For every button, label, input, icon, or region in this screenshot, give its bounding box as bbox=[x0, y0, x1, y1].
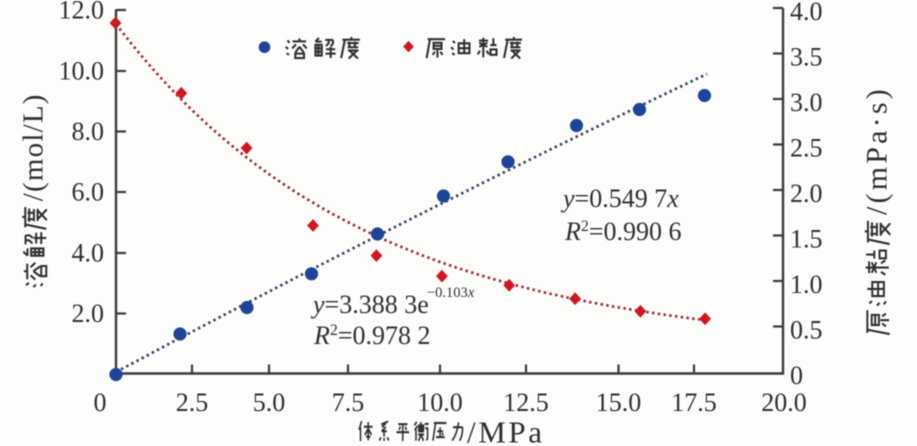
svg-text:3.5: 3.5 bbox=[790, 43, 823, 72]
svg-text:12.0: 12.0 bbox=[59, 0, 105, 25]
svg-text:4.0: 4.0 bbox=[790, 0, 823, 26]
svg-text:17.5: 17.5 bbox=[671, 388, 717, 417]
svg-text:12.5: 12.5 bbox=[503, 388, 549, 417]
svg-text:R2=0.978 2: R2=0.978 2 bbox=[313, 321, 431, 350]
svg-text:/(mPa·s): /(mPa·s) bbox=[861, 86, 894, 215]
svg-text:2.5: 2.5 bbox=[176, 388, 209, 417]
svg-text:−0.103x: −0.103x bbox=[427, 285, 475, 301]
svg-text:3.0: 3.0 bbox=[790, 88, 823, 117]
svg-text:1.5: 1.5 bbox=[790, 225, 823, 254]
svg-text:0: 0 bbox=[790, 361, 803, 390]
svg-text:8.0: 8.0 bbox=[72, 117, 105, 146]
svg-text:7.5: 7.5 bbox=[332, 388, 365, 417]
svg-text:5.0: 5.0 bbox=[253, 388, 286, 417]
svg-text:15.0: 15.0 bbox=[596, 388, 642, 417]
svg-text:2.0: 2.0 bbox=[72, 299, 105, 328]
svg-text:y=0.549 7x: y=0.549 7x bbox=[560, 184, 679, 213]
svg-text:1.0: 1.0 bbox=[790, 270, 823, 299]
svg-text:y=3.388 3e: y=3.388 3e bbox=[310, 290, 429, 319]
svg-text:/(mol/L): /(mol/L) bbox=[18, 93, 50, 201]
svg-text:20.0: 20.0 bbox=[761, 388, 807, 417]
svg-text:10.0: 10.0 bbox=[417, 388, 463, 417]
svg-text:/MPa: /MPa bbox=[467, 414, 545, 446]
svg-text:2.0: 2.0 bbox=[790, 179, 823, 208]
svg-text:4.0: 4.0 bbox=[72, 239, 105, 268]
svg-text:10.0: 10.0 bbox=[59, 57, 105, 86]
svg-text:6.0: 6.0 bbox=[72, 178, 105, 207]
svg-text:R2=0.990 6: R2=0.990 6 bbox=[564, 217, 682, 246]
svg-text:0: 0 bbox=[94, 388, 107, 417]
svg-text:2.5: 2.5 bbox=[790, 134, 823, 163]
svg-text:0.5: 0.5 bbox=[790, 316, 823, 345]
